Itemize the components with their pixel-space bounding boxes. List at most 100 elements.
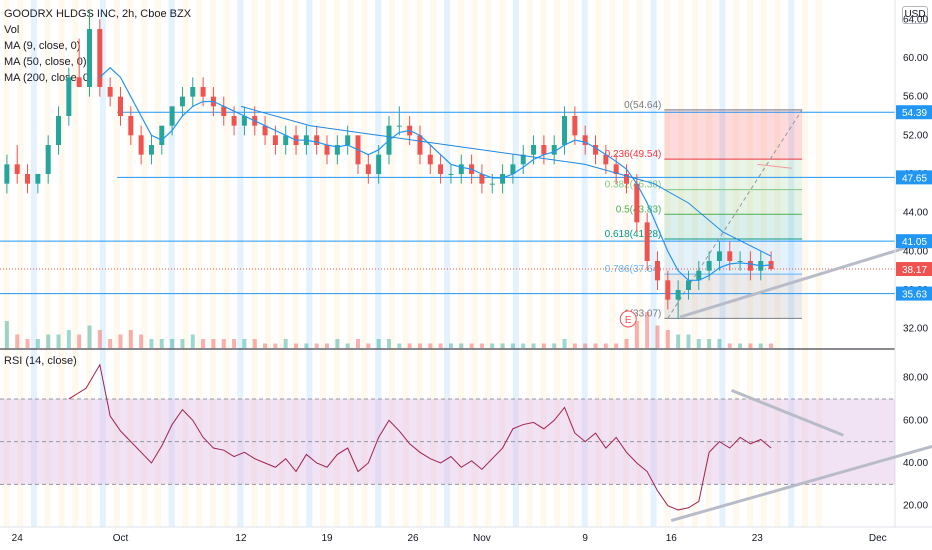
candle-body [262,125,268,136]
fib-zone [664,238,803,275]
price-tick-label: 52.00 [903,130,928,141]
volume-bar [366,343,371,348]
earnings-marker [619,310,637,328]
time-tick-label: 24 [12,533,24,544]
candle-body [572,116,578,136]
candle-body [716,251,722,261]
ma-line [99,66,772,281]
volume-bar [273,343,278,348]
rsi-tick-label: 60.00 [903,415,928,426]
session-stripe [499,0,506,527]
session-stripe [58,0,65,527]
candle-body [417,135,423,155]
volume-bar [66,330,71,348]
candle-body [169,106,175,126]
indicator-vol[interactable]: Vol [4,24,20,36]
volume-bar [428,343,433,348]
session-stripe [320,0,327,527]
session-stripe [251,0,258,527]
candle-body [231,116,237,126]
rsi-support-trendline [670,444,932,523]
session-stripe [815,0,822,527]
candle-body [4,164,10,184]
session-stripe [512,0,519,527]
session-stripe [526,0,533,527]
price-tick-label: 44.00 [903,208,928,219]
volume-bar [603,343,608,348]
fib-trend-line [667,109,803,319]
volume-bar [283,339,288,348]
volume-bar [97,330,102,348]
candle-body [582,135,588,145]
session-stripe [292,0,299,527]
session-stripe [237,0,244,527]
volume-bar [438,343,443,348]
session-stripe [3,0,10,527]
candle-body [654,261,660,281]
candle-body [613,164,619,174]
session-stripe [802,0,809,527]
volume-bar [707,339,712,348]
candle-body [737,261,743,262]
candle-body [14,164,20,174]
session-stripe [333,0,340,527]
volume-bar [170,339,175,348]
time-tick-label: 23 [752,533,764,544]
candle-body [438,164,444,174]
volume-bar [655,325,660,348]
fib-level-label: 0.786(37.64) [605,264,662,275]
session-stripe [402,0,409,527]
price-trendline [679,238,932,319]
volume-bar [676,334,681,348]
volume-bar [376,339,381,348]
candle-body [87,29,92,87]
indicator-ma-50[interactable]: MA (50, close, 0) [4,56,87,68]
volume-bar [263,343,268,348]
session-stripe [168,0,175,527]
candle-body [345,135,351,145]
candle-body [665,280,671,300]
volume-bar [35,339,40,348]
session-stripe [471,0,478,527]
candle-body [500,174,506,184]
candle-body [179,96,185,107]
fib-level-label: 0.618(41.28) [605,229,662,240]
candle-body [107,87,113,97]
volume-bar [758,343,763,348]
session-stripe [127,0,134,527]
candle-body [128,116,134,136]
volume-bar [242,339,247,348]
volume-bar [314,343,319,348]
candle-body [221,106,227,116]
volume-bar [727,343,732,348]
volume-bar [139,334,144,348]
candle-body [76,77,82,87]
candle-body [200,87,206,97]
volume-bar [252,339,257,348]
volume-bar [294,343,299,348]
volume-bar [128,330,133,348]
volume-bar [46,334,51,348]
chart-legend: GOODRX HLDGS INC, 2h, Cboe BZX Vol MA (9… [4,6,191,86]
session-stripe [72,0,79,527]
price-axis-badge-label: 47.65 [902,173,927,184]
fib-level-label: 0.382(46.38) [605,180,662,191]
currency-badge[interactable]: USD [902,6,928,24]
price-tick-label: 64.00 [903,14,928,25]
fib-level-label: 0.236(49.54) [605,149,662,160]
symbol-title[interactable]: GOODRX HLDGS INC, 2h, Cboe BZX [4,8,192,20]
time-tick-label: 16 [666,533,678,544]
volume-bar [614,343,619,348]
rsi-title[interactable]: RSI (14, close) [4,355,77,367]
price-axis-badge-label: 35.63 [902,290,927,301]
volume-bar [562,339,567,348]
session-stripe [567,0,574,527]
volume-bar [335,339,340,348]
session-stripe [430,0,437,527]
indicator-ma-9[interactable]: MA (9, close, 0) [4,40,81,52]
volume-bar [469,343,474,348]
volume-bar [521,343,526,348]
session-stripe [457,0,464,527]
volume-bar [738,343,743,348]
